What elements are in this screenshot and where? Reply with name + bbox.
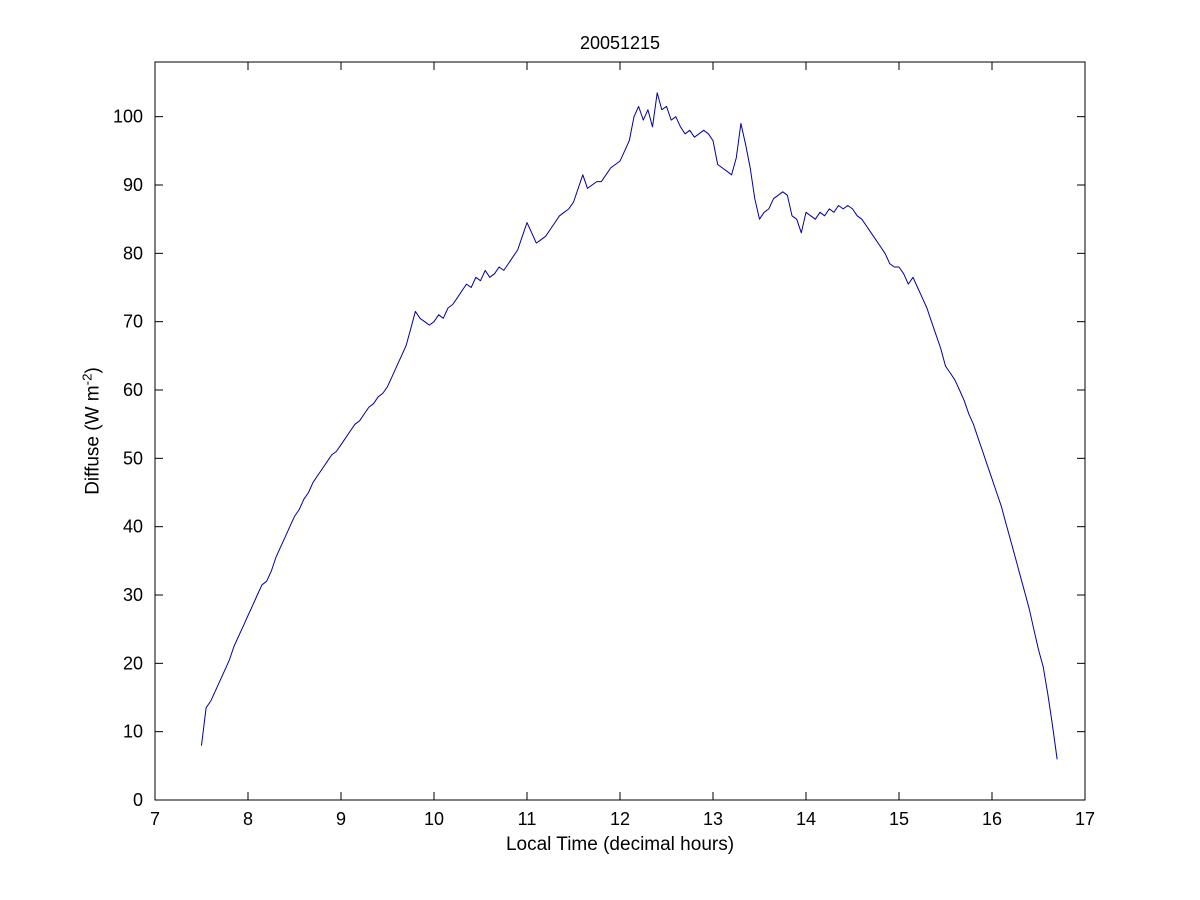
x-tick-label: 10 — [424, 809, 444, 829]
x-tick-label: 7 — [150, 809, 160, 829]
axes-box — [154, 61, 1086, 801]
y-axis-label-superscript: -2 — [79, 373, 95, 386]
x-tick-label: 17 — [1075, 809, 1095, 829]
y-tick-label: 70 — [123, 312, 143, 332]
y-axis-label-close: ) — [82, 367, 104, 374]
y-tick-label: 10 — [123, 722, 143, 742]
x-tick-label: 9 — [336, 809, 346, 829]
x-tick-label: 8 — [243, 809, 253, 829]
diffuse-line — [201, 92, 1058, 760]
y-tick-label: 90 — [123, 175, 143, 195]
x-tick-label: 12 — [610, 809, 630, 829]
x-tick-label: 15 — [889, 809, 909, 829]
x-axis-label: Local Time (decimal hours) — [505, 834, 735, 855]
x-tick-label: 11 — [518, 809, 537, 829]
y-tick-label: 60 — [123, 380, 143, 400]
y-tick-label: 30 — [123, 585, 143, 605]
y-tick-label: 0 — [133, 790, 143, 810]
y-axis-label: Diffuse (W m-2) — [79, 367, 104, 495]
x-tick-label: 16 — [982, 809, 1002, 829]
chart-title: 20051215 — [579, 33, 661, 53]
y-tick-label: 40 — [123, 517, 143, 537]
y-axis-label-text: Diffuse (W m — [82, 385, 104, 495]
x-tick-label: 13 — [703, 809, 723, 829]
y-tick-label: 20 — [123, 653, 143, 673]
x-tick-label: 14 — [796, 809, 816, 829]
y-tick-label: 80 — [123, 243, 143, 263]
y-tick-label: 50 — [123, 448, 143, 468]
y-tick-label: 100 — [113, 107, 143, 127]
